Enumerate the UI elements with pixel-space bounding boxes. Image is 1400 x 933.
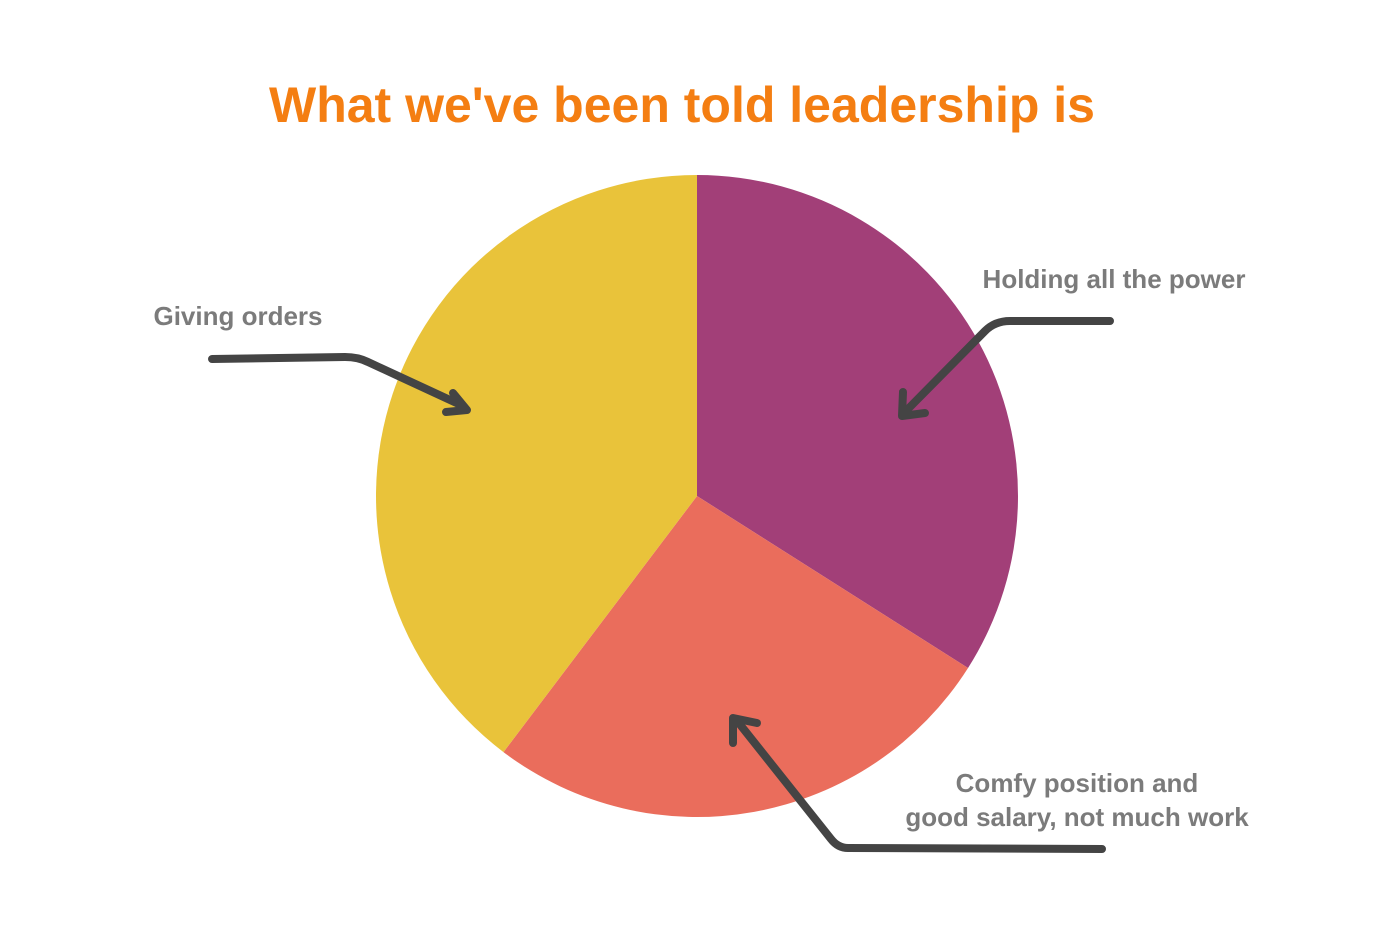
arrow-comfy-position-head: [729, 714, 761, 747]
annotation-labels: Holding all the power Comfy position and g…: [153, 264, 1249, 832]
label-giving-orders: Giving orders: [153, 301, 322, 331]
arrow-comfy-position-shaft: [734, 718, 1106, 853]
arrow-holding-power-shaft: [901, 317, 1114, 416]
label-comfy-position-line: Comfy position and: [956, 768, 1199, 798]
arrow-holding-power-head: [898, 388, 929, 420]
chart-title: What we've been told leadership is: [269, 77, 1095, 133]
label-holding-power: Holding all the power: [983, 264, 1246, 294]
pie-slice-comfy-position: [503, 496, 969, 817]
arrow-comfy-position: [729, 714, 1106, 853]
arrow-giving-orders: [208, 353, 471, 416]
pie-slice-holding-power: [697, 174, 1019, 668]
arrow-giving-orders-shaft: [208, 353, 467, 410]
arrow-holding-power: [898, 317, 1114, 420]
label-comfy-position-line: good salary, not much work: [905, 802, 1249, 832]
pie-slices: [376, 174, 1019, 817]
annotation-arrows: [208, 317, 1114, 853]
label-holding-power-line: Holding all the power: [983, 264, 1246, 294]
pie-slice-giving-orders: [376, 174, 697, 753]
label-comfy-position: Comfy position and good salary, not much …: [905, 768, 1249, 832]
label-giving-orders-line: Giving orders: [153, 301, 322, 331]
arrow-giving-orders-head: [442, 389, 471, 416]
